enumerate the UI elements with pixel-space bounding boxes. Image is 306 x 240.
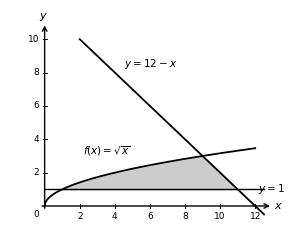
- Text: 4: 4: [34, 135, 39, 144]
- Text: 10: 10: [215, 212, 226, 221]
- Text: 6: 6: [34, 102, 39, 110]
- Text: 12: 12: [249, 212, 261, 221]
- Text: 0: 0: [34, 210, 39, 219]
- Text: 2: 2: [77, 212, 83, 221]
- Text: $y = 12 - x$: $y = 12 - x$: [124, 57, 177, 71]
- Text: 6: 6: [147, 212, 153, 221]
- Text: 2: 2: [34, 168, 39, 177]
- Text: 8: 8: [34, 68, 39, 77]
- Text: $y = 1$: $y = 1$: [258, 182, 285, 196]
- Text: 10: 10: [28, 35, 39, 44]
- Text: y: y: [39, 11, 46, 21]
- Text: x: x: [274, 201, 281, 211]
- Text: 4: 4: [112, 212, 118, 221]
- Text: 8: 8: [182, 212, 188, 221]
- Text: $f(x) = \sqrt{x}$: $f(x) = \sqrt{x}$: [83, 144, 131, 158]
